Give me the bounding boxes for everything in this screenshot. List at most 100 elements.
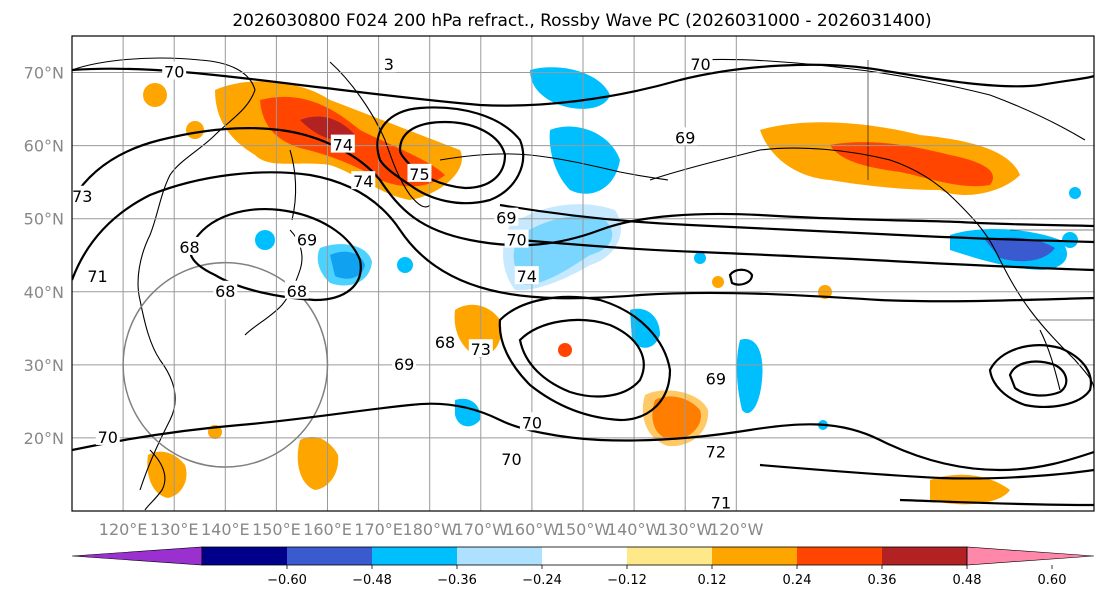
fill-west-pacific-positive bbox=[297, 436, 339, 490]
fill-baja-positive bbox=[930, 474, 1010, 505]
contour-label-bg-9 bbox=[407, 163, 432, 182]
fill-west-coast-core bbox=[985, 237, 1055, 262]
contour-label-bg-23 bbox=[708, 492, 733, 511]
contour-label-10: 69 bbox=[496, 209, 516, 228]
contour-label-bg-15 bbox=[381, 54, 397, 73]
lat-label-4: 60°N bbox=[24, 137, 64, 156]
contour-label-9: 75 bbox=[409, 165, 429, 184]
colorbar-segment-7 bbox=[797, 547, 882, 565]
coast-philippines bbox=[144, 449, 166, 511]
contour-label-22: 72 bbox=[706, 443, 726, 462]
colorbar-segment-6 bbox=[712, 547, 797, 565]
contour-line-73-west bbox=[72, 126, 1094, 247]
contour-label-2: 71 bbox=[87, 267, 107, 286]
contour-line-70-north bbox=[72, 63, 1094, 107]
contour-label-16: 68 bbox=[435, 333, 455, 352]
colorbar-segment-0 bbox=[202, 547, 287, 565]
colorbar-label-1: −0.48 bbox=[352, 573, 392, 588]
contour-label-5: 68 bbox=[287, 282, 307, 301]
colorbar-segment-1 bbox=[287, 547, 372, 565]
fill-bering-negative bbox=[549, 126, 620, 194]
contour-line-jet-2 bbox=[519, 238, 1094, 272]
contour-line-jet-1 bbox=[499, 203, 1094, 244]
lon-label-4: 160°E bbox=[303, 520, 352, 539]
map-frame bbox=[71, 35, 1095, 512]
fill-small-negative-5 bbox=[694, 252, 706, 264]
lon-label-12: 120°W bbox=[709, 520, 764, 539]
lat-label-2: 40°N bbox=[24, 283, 64, 302]
contour-line-low-ca bbox=[988, 344, 1092, 408]
range-circle bbox=[122, 261, 329, 468]
contour-label-6: 68 bbox=[215, 282, 235, 301]
contour-label-23: 71 bbox=[711, 494, 731, 513]
contour-label-bg-22 bbox=[703, 441, 728, 460]
contour-label-7: 74 bbox=[333, 136, 353, 155]
contour-label-bg-6 bbox=[213, 280, 238, 299]
colorbar-label-8: 0.48 bbox=[953, 573, 982, 588]
colorbar-segment-8 bbox=[882, 547, 967, 565]
fill-philippine-positive bbox=[147, 451, 187, 498]
lon-label-11: 130°W bbox=[658, 520, 713, 539]
contour-label-bg-11 bbox=[504, 229, 529, 248]
contour-label-bg-16 bbox=[433, 331, 458, 350]
lon-label-8: 160°W bbox=[505, 520, 560, 539]
contour-line-70-south bbox=[72, 402, 1094, 472]
longitude-labels: 120°E 130°E 140°E 150°E 160°E 170°E 180°W170°W… bbox=[99, 520, 764, 539]
colorbar-label-5: 0.12 bbox=[698, 573, 727, 588]
contour-label-bg-10 bbox=[494, 207, 519, 226]
colorbar-extend-min bbox=[71, 546, 203, 566]
contour-line-small-high bbox=[728, 268, 754, 286]
fill-small-positive-2 bbox=[186, 121, 204, 139]
colorbar-label-9: 0.60 bbox=[1038, 573, 1067, 588]
contour-label-bg-13 bbox=[673, 127, 698, 146]
lon-label-9: 150°W bbox=[556, 520, 611, 539]
contour-label-20: 70 bbox=[501, 450, 521, 469]
colorbar-segment-4 bbox=[542, 547, 627, 565]
contour-label-bg-18 bbox=[468, 339, 493, 358]
contour-label-bg-7 bbox=[330, 134, 355, 153]
colorbar: −0.60 −0.48 −0.36 −0.24 −0.12 0.12 0.24 0.36 0.4… bbox=[71, 546, 1095, 588]
contour-label-bg-8 bbox=[351, 171, 376, 190]
lat-label-1: 30°N bbox=[24, 356, 64, 375]
fill-small-positive-1 bbox=[143, 83, 167, 107]
contour-label-bg-14 bbox=[688, 54, 713, 73]
contour-label-bg-19 bbox=[519, 412, 544, 431]
colorbar-extend-max bbox=[966, 546, 1095, 566]
lon-label-5: 170°E bbox=[354, 520, 403, 539]
contour-line-69-trough bbox=[498, 295, 672, 422]
lon-label-10: 140°W bbox=[607, 520, 662, 539]
lat-label-3: 50°N bbox=[24, 210, 64, 229]
fill-small-negative-3 bbox=[1069, 187, 1081, 199]
lon-label-2: 140°E bbox=[201, 520, 250, 539]
contour-label-4: 69 bbox=[297, 231, 317, 250]
contour-label-1: 73 bbox=[72, 187, 92, 206]
contour-label-bg-4 bbox=[295, 229, 320, 248]
contour-label-bg-12 bbox=[514, 266, 539, 285]
lon-label-3: 150°E bbox=[252, 520, 301, 539]
contour-label-24: 69 bbox=[706, 369, 726, 388]
lon-label-1: 130°E bbox=[150, 520, 199, 539]
lat-label-0: 20°N bbox=[24, 429, 64, 448]
colorbar-label-4: −0.12 bbox=[607, 573, 647, 588]
contour-label-bg-2 bbox=[85, 266, 110, 285]
contour-label-14: 70 bbox=[690, 55, 710, 74]
coast-alaska-south bbox=[649, 147, 956, 201]
contour-label-18: 73 bbox=[471, 340, 491, 359]
contour-line-low-ca-inner bbox=[1008, 360, 1068, 397]
colorbar-label-7: 0.36 bbox=[868, 573, 897, 588]
contour-label-12: 74 bbox=[517, 267, 537, 286]
contour-line-72-south bbox=[759, 463, 1094, 480]
contour-line-68-low bbox=[188, 208, 362, 302]
contour-line-71-west bbox=[72, 171, 1094, 303]
contour-label-bg-5 bbox=[284, 280, 309, 299]
contour-label-15: 3 bbox=[384, 55, 394, 74]
fill-small-negative-4 bbox=[1062, 232, 1078, 248]
contour-label-17: 69 bbox=[394, 355, 414, 374]
fill-small-positive-5 bbox=[712, 276, 724, 288]
contour-label-bg-3 bbox=[177, 236, 202, 255]
contour-line-69-ridge bbox=[376, 106, 525, 205]
colorbar-segment-2 bbox=[372, 547, 457, 565]
contour-label-bg-21 bbox=[95, 426, 120, 445]
